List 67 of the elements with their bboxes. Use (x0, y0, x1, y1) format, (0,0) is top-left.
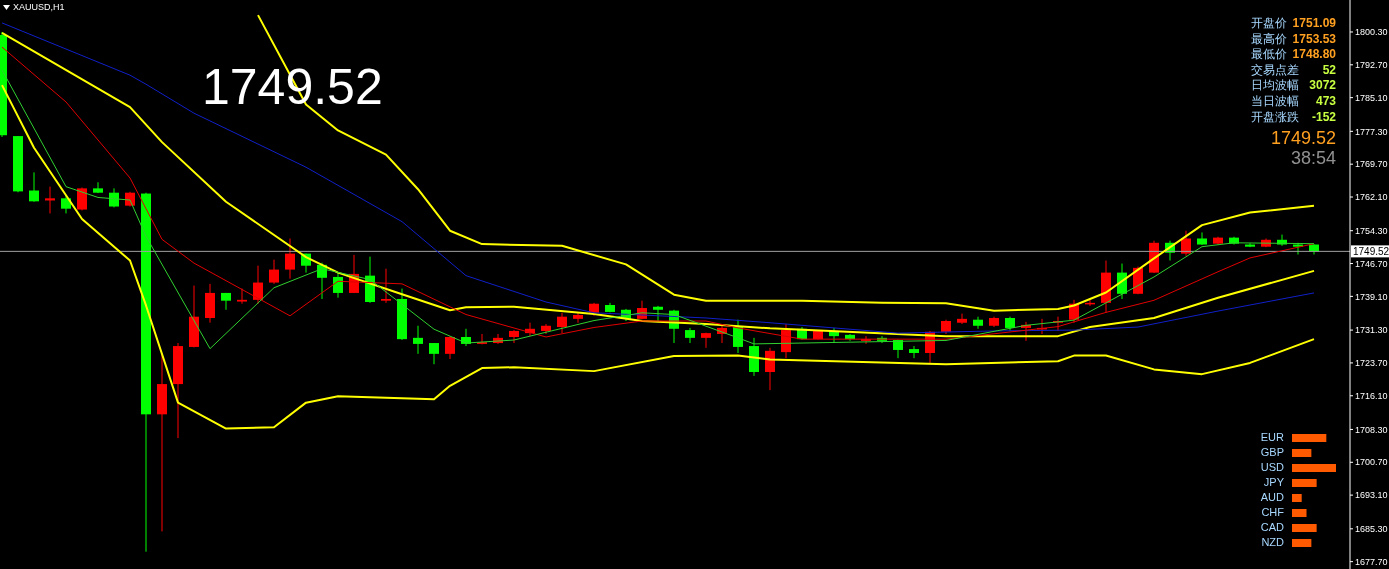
y-tick-label: 1754.30 (1355, 225, 1388, 236)
candlestick (973, 316, 983, 330)
y-tick-label: AUD (1260, 491, 1285, 504)
annotation: 38:54 (1290, 148, 1336, 169)
candlestick (1181, 230, 1191, 257)
candlestick (61, 194, 71, 214)
bar (1292, 524, 1317, 532)
annotation: 最低价 1748.80 (1250, 47, 1336, 63)
annotation: 开盘价 1751.09 (1250, 16, 1336, 32)
bar (1292, 539, 1312, 547)
candlestick (333, 272, 343, 299)
y-tick-label: 1685.30 (1355, 524, 1388, 535)
candlestick (957, 313, 967, 325)
candlestick (381, 268, 391, 304)
y-tick-label: 1746.70 (1355, 258, 1388, 269)
y-tick-label: CAD (1260, 521, 1285, 534)
candlestick (221, 292, 231, 311)
ref-line-label: 1749.52 (1353, 246, 1389, 258)
candlestick (45, 186, 55, 214)
candlestick (413, 325, 423, 355)
y-tick-label: 1739.10 (1355, 291, 1388, 302)
y-tick-label: 1677.70 (1355, 556, 1388, 567)
candlestick (573, 312, 583, 324)
text: 当日波幅 473 (1250, 93, 1336, 108)
annotation: 日均波幅 3072 (1250, 78, 1336, 94)
bar (1292, 434, 1327, 442)
bar (1292, 509, 1307, 517)
annotation: 开盘涨跌 -152 (1250, 109, 1336, 126)
bar (1292, 449, 1312, 457)
y-tick-label: EUR (1260, 431, 1285, 444)
y-tick-label: NZD (1261, 536, 1285, 549)
bar (1292, 494, 1302, 502)
bar (1292, 479, 1317, 487)
candlestick (653, 305, 663, 322)
candlestick (557, 312, 567, 334)
y-tick-label: 1693.10 (1355, 490, 1388, 501)
y-tick-label: 1777.30 (1355, 126, 1388, 137)
y-tick-label: 1792.70 (1355, 60, 1388, 70)
y-tick-label: 1769.70 (1355, 159, 1388, 170)
y-tick-label: JPY (1263, 476, 1285, 489)
bar (1292, 464, 1336, 472)
candlestick (701, 332, 711, 349)
text: 交易点差 52 (1250, 62, 1336, 77)
candlestick (909, 345, 919, 359)
y-tick-label: 1785.10 (1355, 92, 1388, 103)
annotation: 最高价 1753.53 (1250, 31, 1336, 48)
candlestick (29, 171, 39, 203)
y-tick-label: 1723.70 (1355, 358, 1388, 369)
y-tick-label: 1762.10 (1355, 192, 1388, 203)
y-tick-label: 1708.30 (1355, 424, 1388, 435)
annotation: 1749.52 (1270, 128, 1336, 149)
candlestick (253, 265, 263, 305)
candlestick (269, 259, 279, 285)
candlestick (685, 327, 695, 344)
y-tick-label: USD (1260, 461, 1285, 474)
candlestick (429, 342, 439, 365)
candlestick (237, 288, 247, 305)
candlestick (93, 181, 103, 194)
y-tick-label: 1700.70 (1355, 457, 1388, 468)
y-tick-label: 1731.30 (1355, 325, 1388, 336)
y-tick-label: CHF (1261, 506, 1285, 519)
candlestick (285, 237, 295, 280)
y-tick-label: 1716.10 (1355, 390, 1388, 401)
chart-title: XAUUSD,H1 (13, 2, 65, 12)
candlestick (1197, 231, 1207, 246)
y-tick-label: GBP (1260, 446, 1284, 459)
y-tick-label: 1800.30 (1355, 27, 1388, 38)
